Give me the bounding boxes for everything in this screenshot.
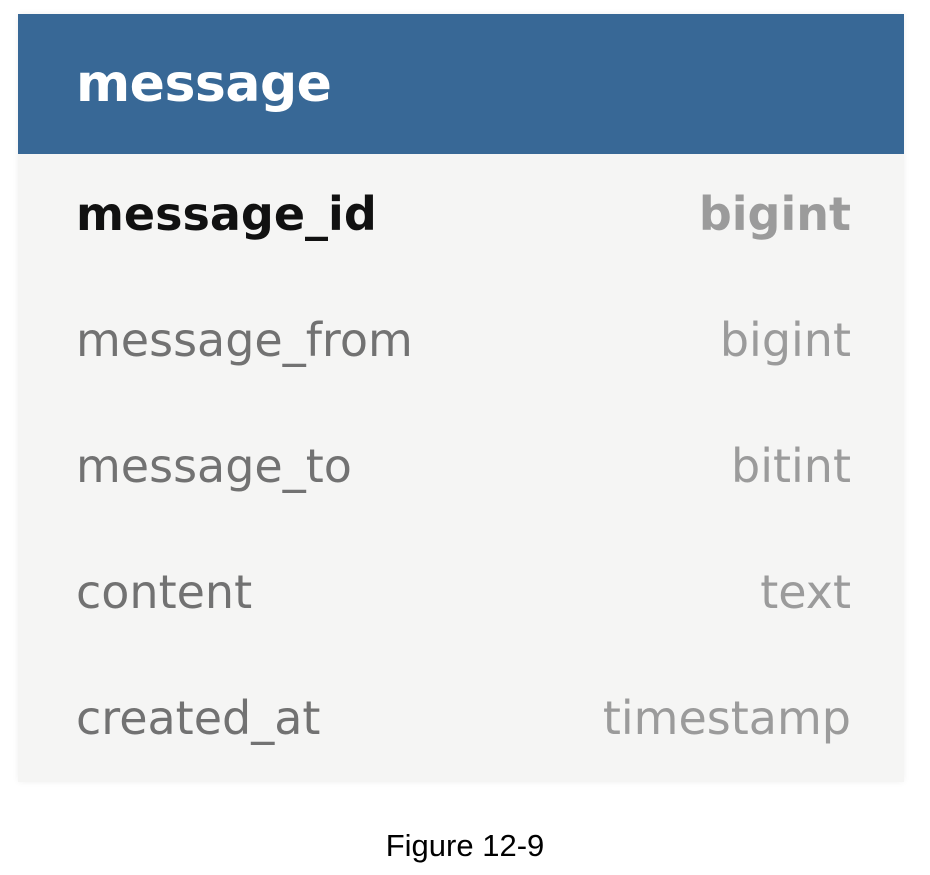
- column-name: message_to: [76, 439, 352, 493]
- table-row-message-to: message_to bitint: [18, 406, 904, 532]
- table-row-created-at: created_at timestamp: [18, 658, 904, 784]
- message-table: message message_id bigint message_from b…: [18, 14, 904, 782]
- column-type: bitint: [731, 439, 851, 493]
- column-type: timestamp: [602, 691, 851, 745]
- table-row-content: content text: [18, 532, 904, 658]
- figure-caption: Figure 12-9: [385, 828, 545, 863]
- table-row-message-id: message_id bigint: [18, 154, 904, 280]
- column-name: created_at: [76, 691, 321, 745]
- column-type: bigint: [698, 187, 851, 241]
- column-type: bigint: [719, 313, 851, 367]
- table-header: message: [18, 14, 904, 154]
- column-type: text: [760, 565, 851, 619]
- table-row-message-from: message_from bigint: [18, 280, 904, 406]
- table-title: message: [76, 54, 332, 114]
- column-name: message_id: [76, 187, 377, 241]
- column-name: message_from: [76, 313, 413, 367]
- column-name: content: [76, 565, 253, 619]
